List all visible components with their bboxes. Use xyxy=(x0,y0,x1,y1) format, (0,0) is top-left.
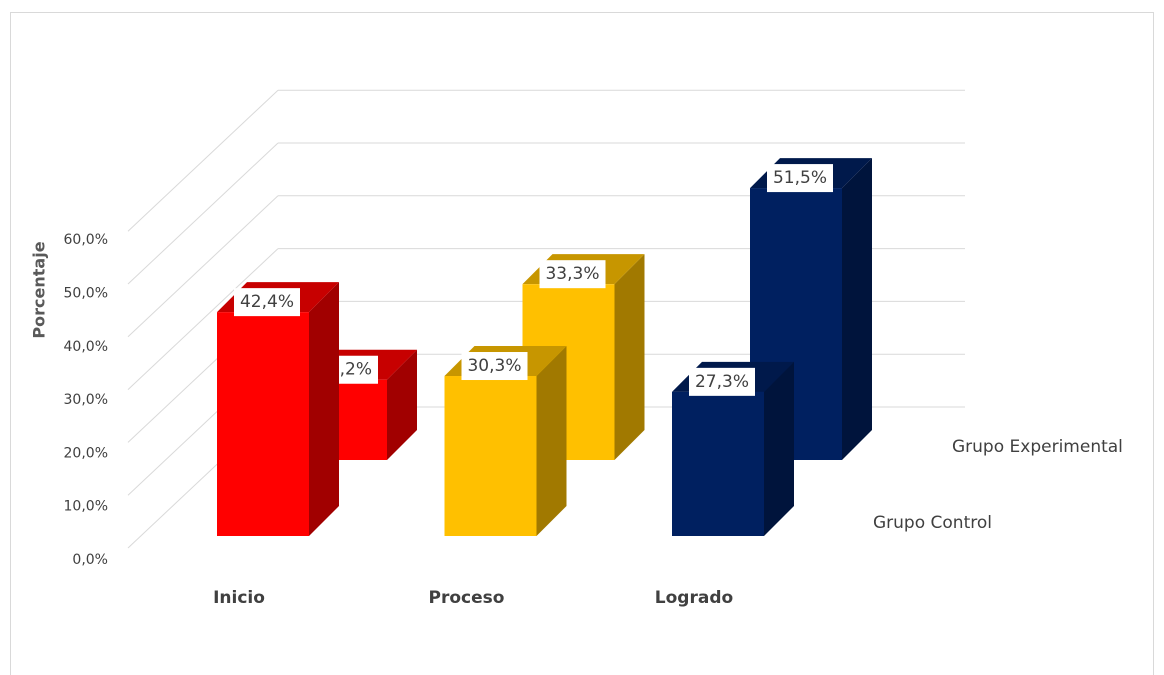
y-tick-label: 20,0% xyxy=(64,445,108,461)
bar xyxy=(217,312,309,536)
value-label-box xyxy=(689,367,755,396)
value-label-box xyxy=(234,288,300,317)
y-tick-label: 40,0% xyxy=(64,339,108,355)
value-label: 51,5% xyxy=(773,168,827,188)
bar-side xyxy=(309,282,339,536)
value-label: 27,3% xyxy=(695,372,749,392)
side-wall-line xyxy=(127,89,279,232)
bar-side xyxy=(387,349,417,460)
x-tick-label: Inicio xyxy=(213,588,265,608)
value-label-box xyxy=(767,164,833,193)
bar xyxy=(672,391,764,536)
side-wall-line xyxy=(127,142,279,285)
bar xyxy=(444,376,537,536)
x-tick-label: Logrado xyxy=(655,588,733,608)
y-axis-label: Porcentaje xyxy=(30,241,49,338)
value-label-box xyxy=(461,352,528,381)
y-tick-label: 30,0% xyxy=(64,392,108,408)
value-label: 33,3% xyxy=(545,264,599,284)
side-wall-line xyxy=(127,248,279,390)
value-label: 42,4% xyxy=(240,292,294,312)
bar-side xyxy=(614,254,645,460)
value-label-box xyxy=(539,260,606,289)
y-tick-label: 10,0% xyxy=(64,499,108,515)
depth-label: Grupo Experimental xyxy=(952,437,1123,457)
side-wall-line xyxy=(127,195,279,338)
y-tick-label: 50,0% xyxy=(64,286,108,302)
value-label: 30,3% xyxy=(467,356,521,376)
bar-side xyxy=(536,346,567,536)
bar-side xyxy=(764,361,794,536)
x-tick-label: Proceso xyxy=(429,588,505,608)
bar-side xyxy=(842,158,872,460)
y-tick-label: 0,0% xyxy=(72,552,108,568)
y-tick-label: 60,0% xyxy=(64,232,108,248)
depth-label: Grupo Control xyxy=(873,513,992,533)
